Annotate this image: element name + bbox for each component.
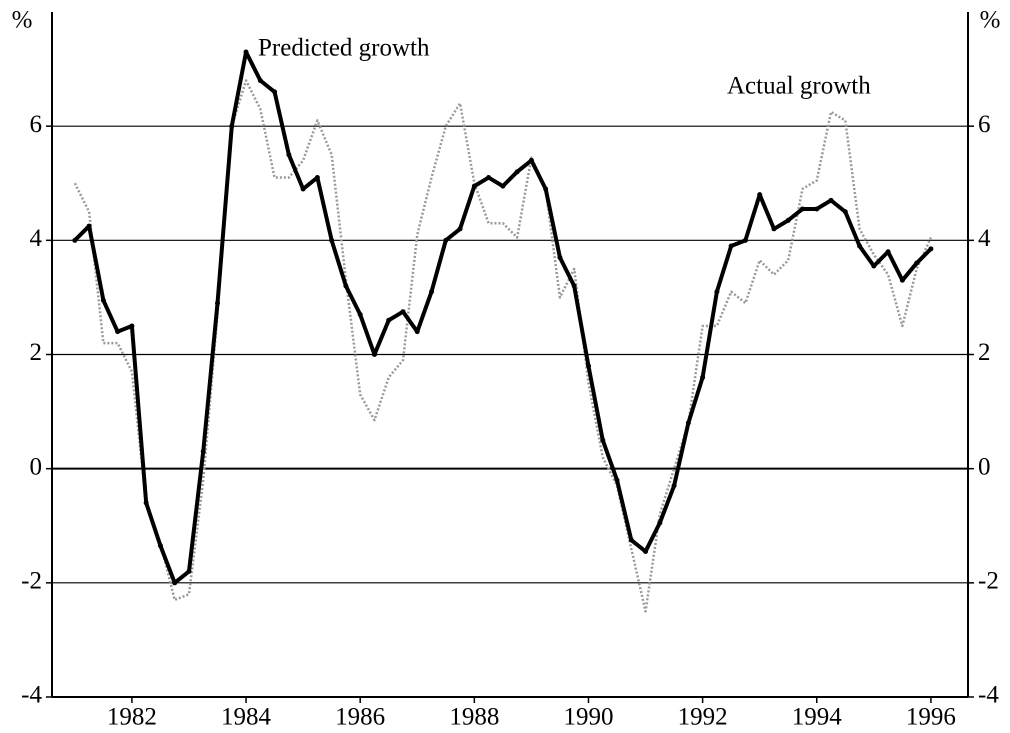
x-tick-label: 1984 — [221, 704, 272, 731]
point — [300, 186, 306, 192]
point — [500, 183, 506, 189]
point — [671, 483, 677, 489]
point — [571, 283, 577, 289]
point — [429, 289, 435, 295]
point — [899, 277, 905, 283]
point — [914, 260, 920, 266]
point — [186, 568, 192, 574]
point — [885, 249, 891, 255]
annotation: Predicted growth — [258, 35, 430, 62]
point — [371, 352, 377, 357]
point — [799, 206, 805, 212]
point — [157, 543, 163, 549]
point — [585, 363, 591, 369]
point — [72, 237, 78, 243]
point — [514, 169, 520, 175]
point — [457, 226, 463, 232]
y-tick-label: 2 — [30, 339, 43, 366]
y-tick-label: -4 — [21, 682, 42, 709]
x-tick-label: 1986 — [335, 704, 385, 731]
y-unit: % — [12, 7, 33, 34]
point — [357, 312, 363, 318]
x-tick-label: 1996 — [906, 704, 956, 731]
series-line — [73, 79, 933, 613]
point — [871, 263, 877, 269]
y-tick-label: 6 — [30, 111, 43, 138]
point — [528, 157, 534, 163]
point — [286, 152, 292, 158]
y2-tick-label: 4 — [978, 225, 991, 252]
point — [643, 548, 649, 554]
x-tick-label: 1990 — [563, 704, 613, 731]
point — [143, 500, 149, 506]
point — [657, 520, 663, 526]
point — [700, 374, 706, 380]
y-tick-label: 4 — [30, 225, 43, 252]
y2-tick-label: 6 — [978, 111, 991, 138]
point — [600, 437, 606, 443]
y-tick-label: -2 — [21, 568, 42, 595]
series-line — [73, 49, 933, 585]
point — [486, 175, 492, 181]
point — [400, 309, 406, 315]
point — [757, 192, 763, 198]
point — [543, 186, 549, 192]
point — [614, 477, 620, 483]
annotation: Actual growth — [727, 73, 871, 100]
point — [742, 237, 748, 243]
point — [785, 217, 791, 223]
point — [443, 237, 449, 243]
point — [257, 78, 263, 83]
point — [386, 317, 392, 323]
point — [828, 197, 834, 203]
point — [200, 449, 206, 455]
point — [414, 329, 420, 335]
point — [272, 89, 278, 95]
point — [172, 580, 178, 586]
x-tick-label: 1994 — [792, 704, 843, 731]
point — [685, 420, 691, 426]
point — [928, 246, 934, 252]
x-tick-label: 1988 — [449, 704, 499, 731]
y2-tick-label: 0 — [978, 453, 991, 480]
point — [86, 223, 92, 229]
point — [471, 183, 477, 189]
point — [771, 226, 777, 232]
point — [728, 243, 734, 249]
point — [329, 237, 335, 243]
point — [314, 175, 320, 181]
point — [243, 49, 249, 55]
point — [842, 209, 848, 215]
point — [100, 297, 106, 303]
point — [343, 283, 349, 289]
point — [115, 329, 121, 335]
point — [628, 537, 634, 543]
point — [814, 206, 820, 212]
x-tick-label: 1992 — [678, 704, 728, 731]
y-tick-label: 0 — [30, 453, 43, 480]
y2-tick-label: -2 — [978, 568, 999, 595]
y2-tick-label: 2 — [978, 339, 991, 366]
y2-unit: % — [980, 7, 1001, 34]
y2-tick-label: -4 — [978, 682, 999, 709]
point — [557, 254, 563, 260]
point — [714, 289, 720, 295]
point — [215, 300, 221, 306]
x-tick-label: 1982 — [107, 704, 157, 731]
point — [857, 243, 863, 249]
point — [229, 123, 235, 129]
point — [129, 323, 135, 329]
